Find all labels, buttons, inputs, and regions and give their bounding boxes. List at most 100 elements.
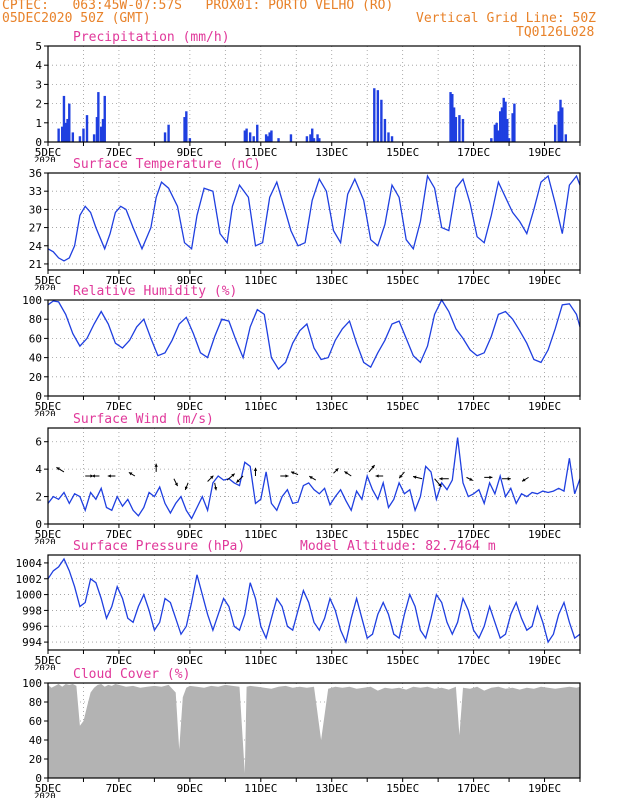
precip-bar bbox=[245, 128, 248, 142]
x-tick-label: 19DEC bbox=[528, 274, 561, 287]
y-tick-label: 20 bbox=[29, 371, 42, 384]
x-tick-label: 15DEC bbox=[386, 400, 419, 413]
x-tick-label: 5DEC bbox=[35, 528, 62, 541]
precip-bar bbox=[507, 138, 511, 142]
precip-bar bbox=[499, 111, 502, 142]
x-tick-label: 13DEC bbox=[315, 782, 348, 795]
x-tick-label: 13DEC bbox=[315, 654, 348, 667]
x-tick-label: 17DEC bbox=[457, 274, 490, 287]
y-tick-label: 0 bbox=[35, 390, 42, 403]
panel-frame bbox=[47, 172, 581, 271]
x-tick-label: 5DEC bbox=[35, 654, 62, 667]
precip-bar bbox=[380, 99, 383, 142]
precip-bar bbox=[454, 117, 458, 142]
x-tick-label: 5DEC bbox=[35, 274, 62, 287]
x-tick-label: 15DEC bbox=[386, 146, 419, 159]
y-tick-label: 998 bbox=[22, 604, 42, 617]
x-tick-label: 19DEC bbox=[528, 400, 561, 413]
precip-bar bbox=[85, 115, 89, 142]
y-tick-label: 60 bbox=[29, 715, 42, 728]
y-tick-label: 60 bbox=[29, 332, 42, 345]
x-tick-label: 13DEC bbox=[315, 400, 348, 413]
precip-bar bbox=[511, 113, 514, 142]
wind-arrow-head bbox=[439, 477, 443, 481]
precip-bar bbox=[167, 124, 170, 142]
y-tick-label: 3 bbox=[35, 78, 42, 91]
x-tick-label: 7DEC bbox=[106, 146, 133, 159]
precip-bar bbox=[493, 124, 497, 142]
x-year-label: 2020 bbox=[34, 156, 56, 166]
panel-title: Surface Wind (m/s) bbox=[73, 412, 214, 427]
precip-bar bbox=[68, 103, 71, 142]
x-tick-label: 5DEC bbox=[35, 146, 62, 159]
precip-bar bbox=[188, 138, 192, 142]
x-tick-label: 17DEC bbox=[457, 782, 490, 795]
x-tick-label: 7DEC bbox=[106, 654, 133, 667]
precip-bar bbox=[71, 132, 75, 142]
precip-bar bbox=[57, 128, 60, 142]
y-tick-label: 27 bbox=[29, 222, 42, 235]
precip-bar bbox=[311, 128, 314, 142]
panel-title: Surface Pressure (hPa) bbox=[73, 539, 245, 554]
x-year-label: 2020 bbox=[34, 792, 56, 800]
precip-bar bbox=[564, 134, 568, 142]
precip-bar bbox=[504, 101, 507, 142]
x-tick-label: 9DEC bbox=[177, 274, 204, 287]
x-year-label: 2020 bbox=[34, 284, 56, 294]
y-tick-label: 80 bbox=[29, 696, 42, 709]
y-tick-label: 0 bbox=[35, 136, 42, 149]
x-tick-label: 19DEC bbox=[528, 782, 561, 795]
precip-bar bbox=[559, 99, 562, 142]
wind-arrow-head bbox=[290, 471, 295, 475]
y-tick-label: 994 bbox=[22, 636, 42, 649]
y-tick-label: 33 bbox=[29, 185, 42, 198]
precip-bar bbox=[452, 107, 456, 142]
precip-bar bbox=[500, 107, 504, 142]
wind-arrow-head bbox=[285, 474, 289, 478]
precip-bar bbox=[268, 132, 271, 142]
precip-bar bbox=[248, 132, 252, 142]
y-tick-label: 24 bbox=[29, 240, 43, 253]
precip-bar bbox=[289, 134, 293, 142]
x-tick-label: 7DEC bbox=[106, 400, 133, 413]
wind-arrow-head bbox=[489, 475, 493, 480]
wind-arrow-head bbox=[309, 476, 313, 480]
header-grid-line: Vertical Grid Line: 50Z bbox=[416, 11, 597, 26]
y-tick-label: 40 bbox=[29, 734, 42, 747]
precip-bar bbox=[183, 117, 186, 142]
y-tick-label: 100 bbox=[22, 294, 42, 307]
x-tick-label: 9DEC bbox=[177, 782, 204, 795]
precip-bar bbox=[100, 126, 103, 142]
wind-arrow-head bbox=[375, 474, 379, 478]
wind-arrow-head bbox=[213, 486, 218, 491]
x-tick-label: 11DEC bbox=[244, 274, 277, 287]
precip-bar bbox=[309, 134, 312, 142]
precip-bar bbox=[64, 122, 67, 142]
x-tick-label: 15DEC bbox=[386, 654, 419, 667]
precip-bar bbox=[495, 122, 498, 142]
precip-bar bbox=[66, 118, 69, 142]
x-tick-label: 15DEC bbox=[386, 528, 419, 541]
precip-bar bbox=[373, 88, 376, 142]
y-tick-label: 1000 bbox=[16, 589, 43, 602]
precip-bar bbox=[264, 134, 268, 142]
x-tick-label: 19DEC bbox=[528, 528, 561, 541]
x-tick-label: 7DEC bbox=[106, 274, 133, 287]
wind-arrow-head bbox=[91, 474, 95, 478]
panel-title: Surface Temperature (nC) bbox=[73, 157, 261, 172]
y-tick-label: 40 bbox=[29, 352, 42, 365]
precip-bar bbox=[557, 111, 560, 142]
x-tick-label: 15DEC bbox=[386, 274, 419, 287]
x-year-label: 2020 bbox=[34, 664, 56, 674]
wind-arrow-head bbox=[253, 467, 258, 471]
x-tick-label: 9DEC bbox=[177, 400, 204, 413]
x-tick-label: 15DEC bbox=[386, 782, 419, 795]
x-tick-label: 7DEC bbox=[106, 782, 133, 795]
header-datetime: 05DEC2020 50Z (GMT) bbox=[2, 11, 151, 26]
wind-arrow-head bbox=[371, 465, 375, 469]
x-tick-label: 17DEC bbox=[457, 654, 490, 667]
wind-arrow-head bbox=[522, 478, 526, 482]
wind-arrow-head bbox=[438, 483, 442, 487]
x-tick-label: 9DEC bbox=[177, 146, 204, 159]
